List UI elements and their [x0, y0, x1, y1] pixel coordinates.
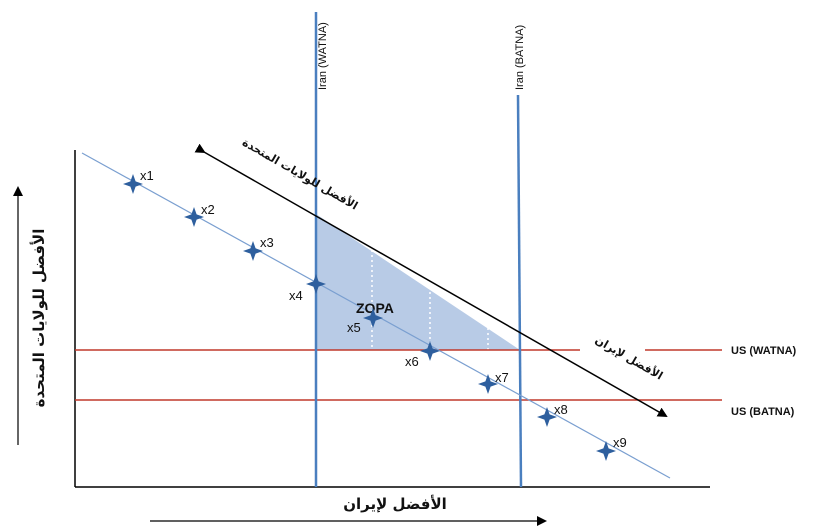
- point-label-x4: x4: [289, 288, 303, 303]
- diagonal-label-us: الأفضل للولايات المتحدة: [240, 135, 360, 213]
- zopa-label: ZOPA: [356, 300, 394, 316]
- point-label-x1: x1: [140, 168, 154, 183]
- point-label-x6: x6: [405, 354, 419, 369]
- frontier-arrow: [194, 143, 668, 417]
- point-marker-x1: [123, 174, 143, 194]
- point-marker-x3: [243, 241, 263, 261]
- point-label-x3: x3: [260, 235, 274, 250]
- point-label-x8: x8: [554, 402, 568, 417]
- iran-batna-label: Iran (BATNA): [514, 25, 526, 90]
- point-marker-x6: [420, 341, 440, 361]
- point-label-x2: x2: [201, 202, 215, 217]
- y-axis-label: الأفضل للولايات المتحدة: [30, 229, 48, 408]
- point-marker-x4: [306, 274, 326, 294]
- point-marker-x8: [537, 407, 557, 427]
- point-marker-x9: [596, 441, 616, 461]
- point-marker-x2: [184, 207, 204, 227]
- point-markers: x1 x2 x3 x4 x5 x6 x7 x8 x9: [123, 168, 627, 461]
- us-watna-label: US (WATNA): [731, 345, 797, 357]
- point-label-x5: x5: [347, 320, 361, 335]
- us-batna-label: US (BATNA): [731, 406, 795, 418]
- point-label-x9: x9: [613, 435, 627, 450]
- diagonal-label-iran: الأفضل لإيران: [593, 332, 666, 382]
- point-marker-x7: [478, 374, 498, 394]
- point-label-x7: x7: [495, 370, 509, 385]
- iran-watna-label: Iran (WATNA): [317, 22, 329, 90]
- point-marker-x5: [363, 308, 383, 328]
- iran-batna-line: [516, 94, 523, 488]
- x-axis-label: الأفضل لإيران: [343, 495, 447, 513]
